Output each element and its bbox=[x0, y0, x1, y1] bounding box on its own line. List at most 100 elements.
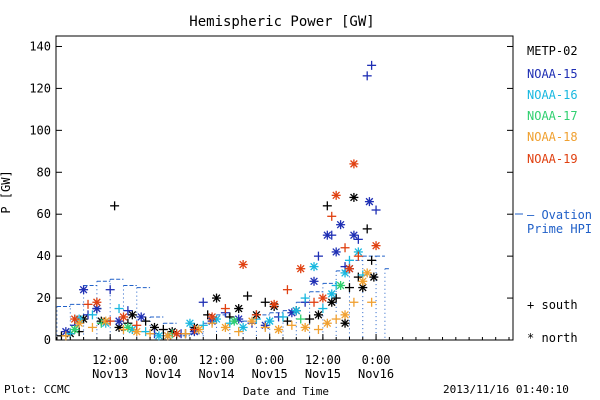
point-noaa-15-south bbox=[198, 297, 208, 307]
point-noaa-19-south bbox=[282, 285, 292, 295]
point-metp-02-south bbox=[141, 316, 151, 326]
y-tick-label: 40 bbox=[37, 249, 51, 263]
point-noaa-15-south bbox=[362, 71, 372, 81]
point-noaa-19-north bbox=[238, 260, 248, 270]
y-tick-label: 140 bbox=[29, 39, 51, 53]
point-noaa-18-south bbox=[367, 297, 377, 307]
point-metp-02-south bbox=[353, 272, 363, 282]
point-noaa-18-south bbox=[234, 327, 244, 337]
point-noaa-19-north bbox=[172, 329, 182, 339]
legend-metp-02: METP-02 bbox=[527, 44, 578, 58]
point-noaa-16-north bbox=[154, 331, 164, 341]
y-tick-label: 0 bbox=[44, 333, 51, 347]
point-noaa-18-south bbox=[349, 297, 359, 307]
point-noaa-16-south bbox=[114, 304, 124, 314]
point-noaa-15-north bbox=[349, 230, 359, 240]
point-noaa-18-south bbox=[61, 331, 71, 341]
point-noaa-19-north bbox=[70, 314, 80, 324]
point-metp-02-south bbox=[110, 201, 120, 211]
point-noaa-18-south bbox=[181, 329, 191, 339]
y-tick-label: 20 bbox=[37, 291, 51, 305]
point-noaa-16-south bbox=[300, 293, 310, 303]
y-axis-label: P [GW] bbox=[0, 170, 13, 213]
point-noaa-15-south bbox=[327, 230, 337, 240]
point-noaa-15-north bbox=[79, 285, 89, 295]
point-noaa-18-north bbox=[322, 318, 332, 328]
point-noaa-15-north bbox=[331, 247, 341, 257]
legend-noaa-17: NOAA-17 bbox=[527, 109, 578, 123]
point-noaa-18-north bbox=[300, 322, 310, 332]
point-noaa-18-north bbox=[358, 276, 368, 286]
point-noaa-18-south bbox=[87, 322, 97, 332]
x-axis-label: Date and Time bbox=[243, 385, 329, 398]
point-metp-02-south bbox=[331, 293, 341, 303]
plot-frame bbox=[55, 35, 514, 341]
point-metp-02-south bbox=[282, 316, 292, 326]
point-noaa-18-north bbox=[274, 325, 284, 335]
point-noaa-16-south bbox=[198, 320, 208, 330]
point-noaa-18-south bbox=[260, 322, 270, 332]
point-metp-02-north bbox=[212, 293, 222, 303]
point-noaa-19-south bbox=[353, 251, 363, 261]
legend-noaa-19: NOAA-19 bbox=[527, 152, 578, 166]
point-noaa-16-south bbox=[344, 255, 354, 265]
point-metp-02-south bbox=[322, 201, 332, 211]
point-noaa-16-north bbox=[309, 262, 319, 272]
point-noaa-19-south bbox=[132, 320, 142, 330]
point-metp-02-south bbox=[260, 297, 270, 307]
symbol-legend-south: + south bbox=[527, 298, 578, 312]
point-metp-02-north bbox=[127, 310, 137, 320]
point-noaa-15-north bbox=[136, 312, 146, 322]
point-noaa-19-north bbox=[118, 312, 128, 322]
x-tick-time-label: 12:00 bbox=[92, 353, 128, 367]
point-noaa-16-south bbox=[141, 327, 151, 337]
point-noaa-19-south bbox=[105, 316, 115, 326]
point-noaa-17-north bbox=[123, 322, 133, 332]
y-tick-label: 100 bbox=[29, 123, 51, 137]
point-noaa-17-north bbox=[336, 280, 346, 290]
point-noaa-15-north bbox=[364, 197, 374, 207]
x-tick-date-label: Nov15 bbox=[305, 367, 341, 381]
point-noaa-18-north bbox=[220, 322, 230, 332]
point-noaa-19-south bbox=[327, 211, 337, 221]
point-noaa-15-south bbox=[123, 306, 133, 316]
x-tick-date-label: Nov13 bbox=[92, 367, 128, 381]
point-noaa-15-north bbox=[336, 220, 346, 230]
point-noaa-15-north bbox=[234, 314, 244, 324]
x-tick-date-label: Nov15 bbox=[252, 367, 288, 381]
point-metp-02-north bbox=[340, 318, 350, 328]
point-metp-02-north bbox=[369, 272, 379, 282]
point-noaa-16-north bbox=[185, 318, 195, 328]
footer-timestamp: 2013/11/16 01:40:10 bbox=[443, 383, 569, 396]
x-tick-time-label: 0:00 bbox=[362, 353, 391, 367]
north-symbol: * bbox=[527, 331, 535, 345]
ovation-label-line2: Prime HPI bbox=[527, 222, 592, 236]
x-tick-date-label: Nov14 bbox=[198, 367, 234, 381]
x-tick-time-label: 0:00 bbox=[149, 353, 178, 367]
x-tick-date-label: Nov16 bbox=[358, 367, 394, 381]
point-noaa-16-north bbox=[238, 322, 248, 332]
x-tick-time-label: 12:00 bbox=[305, 353, 341, 367]
axes-layer: 02040608010012014012:00Nov130:00Nov1412:… bbox=[29, 39, 513, 381]
legend-noaa-18: NOAA-18 bbox=[527, 130, 578, 144]
point-noaa-17-south bbox=[296, 314, 306, 324]
point-noaa-19-north bbox=[371, 241, 381, 251]
point-metp-02-north bbox=[327, 297, 337, 307]
point-noaa-18-south bbox=[145, 329, 155, 339]
point-noaa-19-south bbox=[220, 304, 230, 314]
point-metp-02-south bbox=[158, 325, 168, 335]
footer-plot-label: Plot: CCMC bbox=[4, 383, 71, 396]
point-noaa-19-south bbox=[309, 297, 319, 307]
point-noaa-19-north bbox=[349, 159, 359, 169]
point-noaa-18-north bbox=[340, 310, 350, 320]
point-noaa-15-south bbox=[367, 60, 377, 70]
point-noaa-16-north bbox=[327, 289, 337, 299]
point-noaa-19-north bbox=[207, 312, 217, 322]
point-noaa-19-north bbox=[269, 299, 279, 309]
point-metp-02-north bbox=[313, 310, 323, 320]
x-tick-date-label: Nov14 bbox=[145, 367, 181, 381]
point-noaa-15-south bbox=[313, 251, 323, 261]
point-noaa-18-north bbox=[163, 331, 173, 341]
chart-title: Hemispheric Power [GW] bbox=[189, 14, 374, 30]
